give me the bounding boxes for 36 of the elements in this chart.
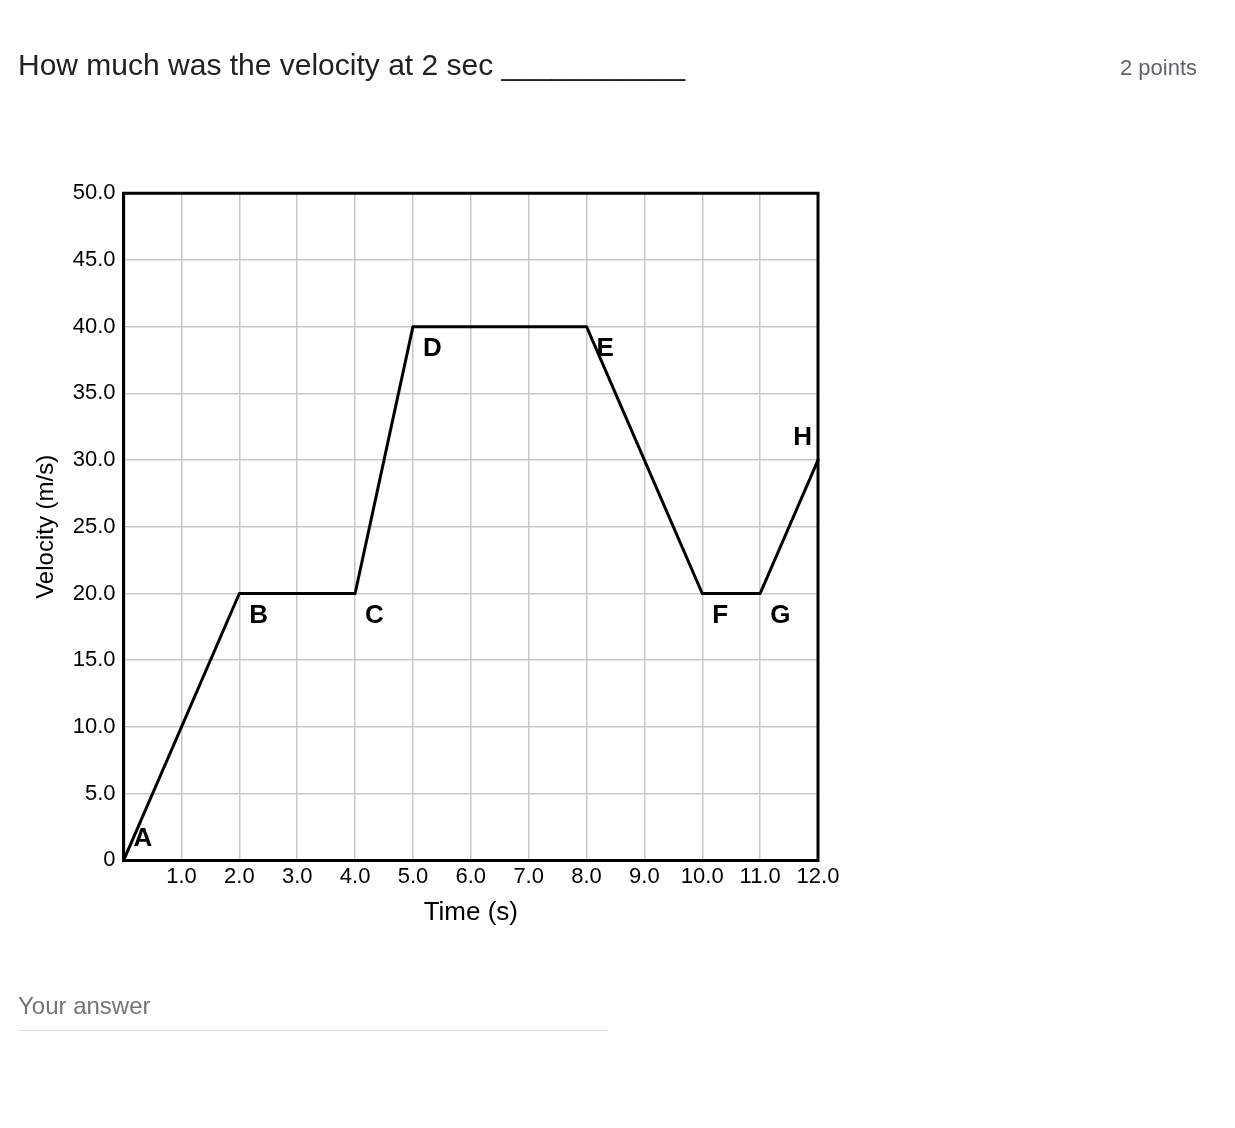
y-tick-label: 0 xyxy=(103,846,116,872)
y-tick-label: 30.0 xyxy=(72,446,116,472)
annotation: D xyxy=(422,331,442,362)
x-tick-label: 8.0 xyxy=(571,862,602,888)
x-tick-label: 7.0 xyxy=(513,862,544,888)
annotation: E xyxy=(596,331,614,362)
annotation: A xyxy=(133,821,153,852)
x-tick-label: 6.0 xyxy=(455,862,487,888)
y-tick-label: 15.0 xyxy=(72,646,116,672)
x-tick-label: 12.0 xyxy=(796,862,840,888)
x-tick-label: 3.0 xyxy=(281,862,313,888)
chart-title: How much was the velocity at 2 sec ___________ xyxy=(18,48,686,82)
annotation: F xyxy=(712,598,729,629)
x-tick-label: 9.0 xyxy=(629,862,660,888)
y-tick-label: 35.0 xyxy=(72,379,116,405)
y-tick-label: 45.0 xyxy=(72,245,116,271)
annotation: B xyxy=(249,598,269,629)
y-tick-label: 20.0 xyxy=(72,579,116,605)
x-tick-label: 10.0 xyxy=(680,862,724,888)
text: Your answer xyxy=(18,992,608,1031)
annotation: C xyxy=(365,598,385,629)
x-tick-label: 11.0 xyxy=(739,862,781,888)
y-axis-title: Velocity (m/s) xyxy=(31,454,59,599)
y-tick-label: 25.0 xyxy=(72,512,116,538)
x-axis-title: Time (s) xyxy=(423,895,518,926)
annotation: G xyxy=(770,598,791,629)
y-tick-label: 5.0 xyxy=(85,779,116,805)
y-tick-label: 40.0 xyxy=(72,312,116,338)
y-tick-label: 10.0 xyxy=(72,713,116,739)
text: 2 points xyxy=(1119,55,1197,81)
x-tick-label: 2.0 xyxy=(224,862,255,888)
y-tick-label: 50.0 xyxy=(72,179,116,205)
x-tick-label: 5.0 xyxy=(397,862,429,888)
annotation: H xyxy=(793,421,812,452)
x-tick-label: 4.0 xyxy=(339,862,371,888)
x-tick-label: 1.0 xyxy=(166,862,197,888)
